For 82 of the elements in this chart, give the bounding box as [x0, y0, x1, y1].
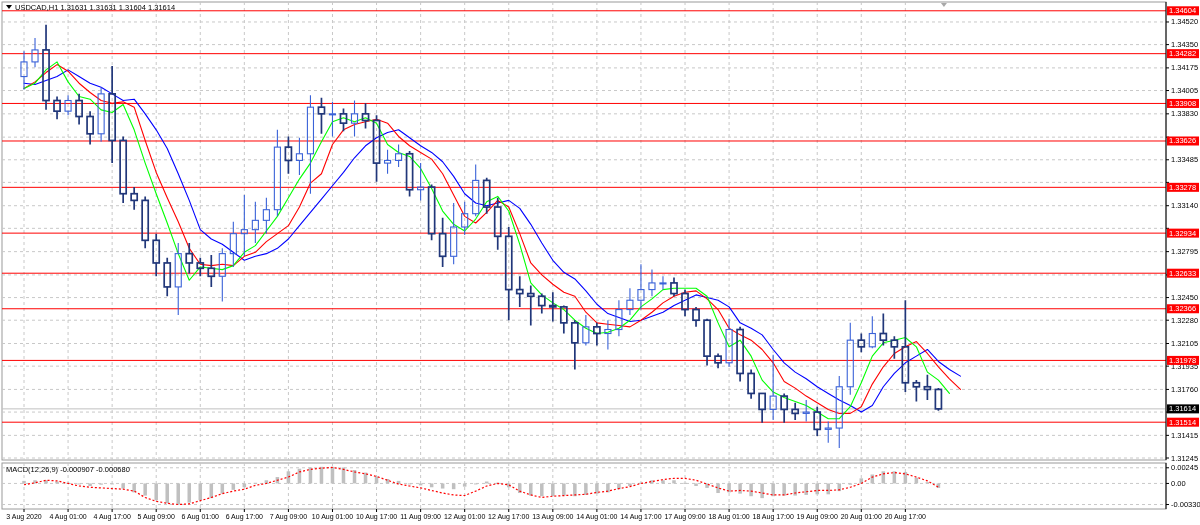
candlestick — [879, 312, 888, 347]
candlestick — [692, 306, 700, 328]
candlestick — [438, 216, 447, 268]
candlestick — [559, 306, 568, 335]
candlestick — [108, 65, 117, 164]
candlestick — [582, 314, 590, 347]
candlestick — [537, 292, 546, 315]
candlestick — [273, 129, 281, 217]
candlestick — [284, 135, 293, 175]
candlestick — [548, 291, 557, 323]
candlestick — [515, 275, 524, 308]
candlestick — [31, 37, 39, 68]
candlestick — [504, 226, 513, 322]
candlestick — [185, 242, 194, 275]
candlestick — [901, 299, 910, 393]
candlestick — [736, 326, 744, 383]
candlestick — [196, 256, 205, 278]
candlestick — [615, 299, 623, 337]
candlestick — [86, 110, 94, 146]
candlestick — [725, 318, 733, 368]
candlestick — [174, 242, 182, 316]
candlestick — [747, 368, 755, 400]
candlestick — [53, 95, 61, 121]
candlestick — [450, 202, 458, 265]
candlestick — [251, 201, 259, 244]
candlestick — [229, 221, 237, 268]
candlestick — [20, 50, 28, 91]
bar — [716, 483, 720, 494]
candlestick — [262, 197, 270, 235]
candlestick — [119, 135, 128, 204]
bar — [121, 483, 125, 489]
candlestick — [824, 420, 832, 444]
bar — [584, 483, 588, 495]
candlestick — [570, 319, 579, 371]
candlestick — [240, 194, 248, 257]
candlestick — [604, 319, 612, 351]
candlestick — [857, 332, 866, 354]
candlestick — [769, 354, 777, 421]
candlestick — [306, 94, 315, 195]
candlestick — [75, 93, 83, 126]
candlestick — [593, 322, 601, 347]
bar — [529, 483, 533, 496]
candlestick — [207, 254, 216, 288]
candlestick — [890, 335, 899, 360]
candlestick — [802, 399, 810, 422]
candlestick — [130, 186, 139, 211]
candlestick — [163, 256, 172, 298]
bar — [782, 483, 786, 496]
candlestick — [758, 392, 767, 424]
bar — [176, 483, 180, 505]
candlestick — [648, 269, 656, 297]
candlestick — [383, 149, 392, 175]
candlestick — [97, 86, 105, 143]
candlestick — [493, 196, 502, 251]
candlestick — [681, 288, 689, 318]
candlestick — [42, 23, 50, 111]
candlestick — [141, 195, 150, 250]
candlestick — [417, 162, 425, 201]
candlestick — [659, 275, 667, 291]
candlestick — [372, 114, 381, 183]
candlestick — [835, 375, 843, 449]
candlestick — [626, 287, 634, 316]
candlestick — [482, 176, 491, 215]
candlestick — [780, 392, 789, 424]
candlestick — [472, 163, 480, 217]
candlestick — [846, 322, 854, 396]
candlestick — [461, 201, 469, 236]
bar — [518, 483, 522, 494]
candlestick — [791, 401, 800, 421]
candlestick — [637, 263, 645, 311]
candlestick — [813, 405, 822, 437]
bar — [793, 483, 797, 496]
candlestick — [152, 232, 161, 278]
candlestick — [350, 99, 359, 138]
candlestick — [526, 284, 535, 327]
candlestick — [317, 97, 326, 135]
candlestick — [295, 137, 303, 176]
candlestick — [218, 247, 226, 303]
candlestick — [361, 102, 370, 130]
candlestick — [64, 94, 72, 116]
bar — [451, 483, 456, 490]
candlestick — [868, 315, 876, 348]
